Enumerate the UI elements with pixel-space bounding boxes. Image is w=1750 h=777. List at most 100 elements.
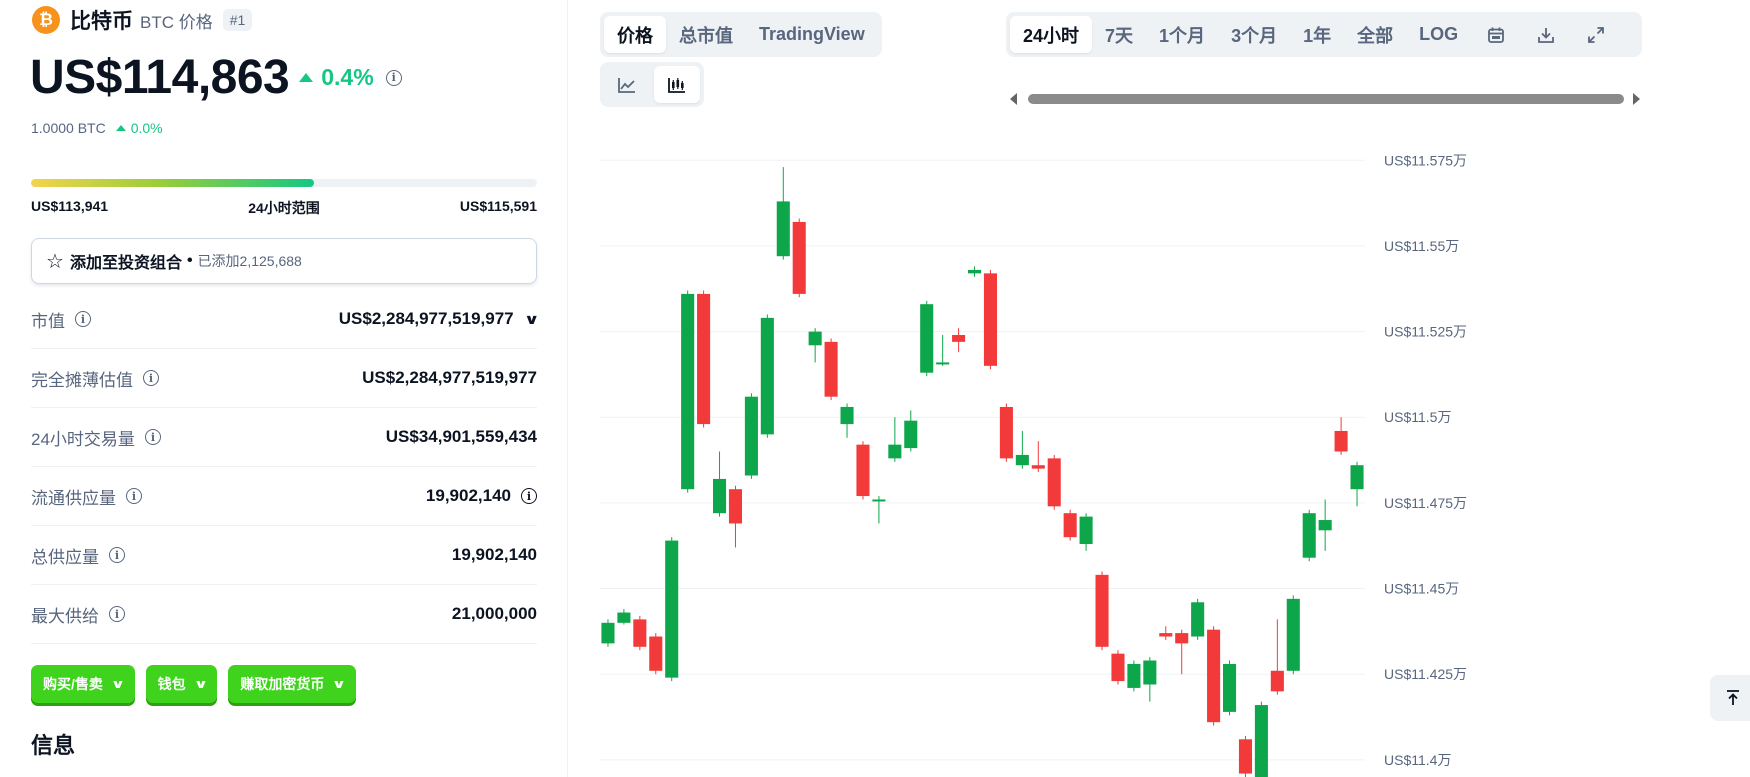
candle-up[interactable] bbox=[936, 362, 950, 365]
y-tick-label: US$11.475万 bbox=[1384, 495, 1467, 511]
stat-label: 流通供应量 bbox=[31, 488, 116, 508]
add-to-portfolio-button[interactable]: ☆ 添加至投资组合 • 已添加2,125,688 bbox=[31, 238, 537, 284]
info-icon[interactable]: i bbox=[521, 488, 537, 504]
candle-up[interactable] bbox=[760, 317, 774, 435]
scroller-thumb[interactable] bbox=[1028, 94, 1624, 104]
candle-up[interactable] bbox=[1143, 660, 1157, 685]
back-to-top-icon bbox=[1727, 690, 1739, 705]
candle-up[interactable] bbox=[712, 478, 727, 514]
stat-value-market-cap[interactable]: US$2,284,977,519,977 ∨ bbox=[339, 309, 540, 329]
stat-value: 19,902,140 bbox=[425, 486, 511, 505]
earn-crypto-button[interactable]: 赚取加密货币 ∨ bbox=[228, 665, 357, 703]
candle-up[interactable] bbox=[967, 269, 982, 274]
price-row: US$114,863 0.4% i bbox=[30, 50, 402, 105]
caret-up-icon bbox=[115, 125, 126, 131]
candle-down[interactable] bbox=[1095, 574, 1109, 647]
range-1y[interactable]: 1年 bbox=[1303, 25, 1332, 46]
candle-down[interactable] bbox=[633, 619, 647, 647]
candle-down[interactable] bbox=[1175, 633, 1189, 644]
candle-up[interactable] bbox=[1302, 513, 1316, 558]
candle-down[interactable] bbox=[792, 221, 806, 294]
fullscreen-button[interactable] bbox=[1571, 16, 1621, 53]
candle-up[interactable] bbox=[776, 201, 790, 257]
candle-down[interactable] bbox=[999, 406, 1013, 459]
stats-list: 市值 i US$2,284,977,519,977 ∨ 完全摊薄估值 i US$2,2… bbox=[31, 290, 540, 644]
range-label[interactable]: 24小时范围 bbox=[248, 200, 320, 216]
candle-down[interactable] bbox=[824, 341, 838, 397]
candle-up[interactable] bbox=[681, 293, 695, 490]
candle-down[interactable] bbox=[856, 444, 870, 497]
candle-down[interactable] bbox=[1047, 458, 1061, 507]
calendar-button[interactable] bbox=[1471, 16, 1521, 53]
candle-up[interactable] bbox=[1015, 454, 1029, 466]
candle-down[interactable] bbox=[1159, 633, 1173, 637]
tab-price[interactable]: 价格 bbox=[604, 16, 666, 53]
candle-up[interactable] bbox=[744, 396, 758, 476]
candle-down[interactable] bbox=[1334, 430, 1348, 452]
candle-down[interactable] bbox=[983, 273, 998, 366]
candlestick-chart-button[interactable] bbox=[654, 66, 700, 103]
candle-down[interactable] bbox=[1238, 739, 1253, 774]
range-log[interactable]: LOG bbox=[1419, 24, 1459, 44]
y-tick-label: US$11.425万 bbox=[1384, 666, 1467, 682]
time-range-selector: 24小时 7天 1个月 3个月 1年 全部 LOG bbox=[1006, 12, 1642, 57]
stat-row-market-cap: 市值 i US$2,284,977,519,977 ∨ bbox=[31, 290, 540, 349]
info-icon[interactable]: i bbox=[143, 370, 159, 386]
candle-up[interactable] bbox=[1254, 705, 1268, 777]
candle-down[interactable] bbox=[649, 636, 663, 671]
candle-up[interactable] bbox=[1127, 663, 1141, 688]
candle-down[interactable] bbox=[728, 489, 743, 524]
info-icon[interactable]: i bbox=[109, 547, 125, 563]
info-icon[interactable]: i bbox=[385, 69, 402, 86]
candle-up[interactable] bbox=[617, 612, 631, 623]
candle-up[interactable] bbox=[840, 406, 854, 425]
info-icon[interactable]: i bbox=[126, 488, 142, 504]
range-all[interactable]: 全部 bbox=[1357, 25, 1394, 46]
download-button[interactable] bbox=[1521, 16, 1571, 53]
scroll-right-arrow-icon[interactable] bbox=[1633, 93, 1640, 105]
candle-up[interactable] bbox=[1222, 663, 1237, 712]
bitcoin-logo-icon: ₿ bbox=[32, 6, 60, 34]
candle-up[interactable] bbox=[601, 622, 615, 644]
candle-up[interactable] bbox=[904, 420, 918, 449]
candle-down[interactable] bbox=[1063, 513, 1077, 538]
range-7d[interactable]: 7天 bbox=[1105, 25, 1134, 46]
candle-down[interactable] bbox=[1207, 629, 1221, 723]
candle-up[interactable] bbox=[1350, 465, 1364, 490]
candle-up[interactable] bbox=[1318, 520, 1332, 531]
candle-up[interactable] bbox=[1286, 598, 1300, 671]
wallet-button[interactable]: 钱包 ∨ bbox=[145, 665, 218, 703]
candle-up[interactable] bbox=[1191, 602, 1205, 637]
candle-up[interactable] bbox=[665, 540, 679, 678]
candle-up[interactable] bbox=[920, 304, 934, 373]
chevron-down-icon[interactable]: ∨ bbox=[523, 310, 540, 327]
action-buttons: 购买/售卖 ∨ 钱包 ∨ 赚取加密货币 ∨ bbox=[31, 665, 357, 703]
info-icon[interactable]: i bbox=[109, 606, 125, 622]
candle-up[interactable] bbox=[872, 499, 886, 502]
tab-market-cap[interactable]: 总市值 bbox=[679, 25, 733, 46]
candle-up[interactable] bbox=[888, 444, 902, 459]
tab-tradingview[interactable]: TradingView bbox=[759, 24, 865, 44]
chart-range-scroller[interactable] bbox=[1010, 90, 1640, 108]
candle-down[interactable] bbox=[1031, 465, 1045, 469]
candle-down[interactable] bbox=[697, 293, 711, 425]
candles bbox=[601, 167, 1364, 777]
range-24h[interactable]: 24小时 bbox=[1010, 16, 1093, 53]
candle-down[interactable] bbox=[1270, 670, 1284, 692]
buy-sell-button[interactable]: 购买/售卖 ∨ bbox=[31, 665, 135, 703]
rank-badge: #1 bbox=[222, 9, 253, 31]
stat-label: 24小时交易量 bbox=[31, 429, 135, 449]
candle-up[interactable] bbox=[1079, 516, 1093, 545]
line-chart-button[interactable] bbox=[604, 66, 650, 103]
back-to-top-button[interactable] bbox=[1710, 675, 1750, 721]
range-1m[interactable]: 1个月 bbox=[1159, 25, 1206, 46]
info-icon[interactable]: i bbox=[75, 311, 91, 327]
candle-down[interactable] bbox=[952, 335, 966, 342]
info-icon[interactable]: i bbox=[144, 429, 161, 445]
candle-up[interactable] bbox=[808, 331, 822, 346]
scroll-left-arrow-icon[interactable] bbox=[1010, 93, 1017, 105]
range-3m[interactable]: 3个月 bbox=[1231, 25, 1278, 46]
price-candlestick-chart[interactable]: US$11.575万 US$11.55万 US$11.525万 US$11.5万 US$… bbox=[600, 150, 1650, 777]
candle-down[interactable] bbox=[1111, 653, 1125, 682]
add-to-portfolio-label: 添加至投资组合 bbox=[69, 255, 182, 272]
